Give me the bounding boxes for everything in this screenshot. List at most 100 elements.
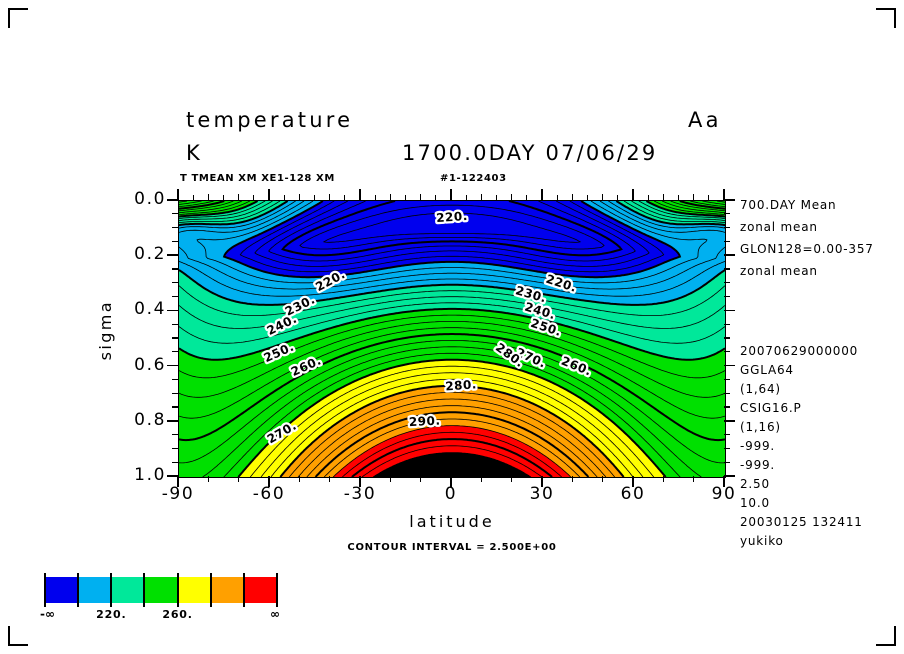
colorbar-tick — [44, 573, 46, 607]
contour-line — [279, 384, 625, 477]
contour-label-halo: 280. — [445, 377, 478, 393]
contour-line — [615, 201, 725, 227]
y-axis-minor-tick — [724, 323, 730, 325]
contour-line — [179, 201, 281, 224]
x-axis-minor-tick — [237, 476, 240, 482]
contour-label: 220. — [436, 209, 469, 225]
y-axis-minor-tick — [172, 337, 178, 339]
y-axis-minor-tick — [724, 378, 730, 381]
y-tick-label: 1.0 — [134, 465, 166, 485]
contour-label: 280. — [445, 377, 478, 393]
contour-line — [690, 201, 725, 208]
x-axis-tick — [632, 189, 634, 200]
contour-line — [281, 201, 623, 257]
x-axis-top-tick — [389, 195, 391, 200]
time-date-label: 1700.0DAY 07/06/29 — [402, 141, 658, 165]
contour-line — [179, 201, 225, 210]
x-axis-minor-tick — [207, 476, 210, 482]
x-axis-tick — [450, 476, 452, 487]
colorbar-tick — [176, 573, 179, 607]
side-note: GLON128=0.00-357 — [740, 242, 874, 256]
variable-subtitle: T TMEAN XM XE1-128 XM — [180, 173, 335, 184]
contour-line — [179, 201, 305, 233]
crop-mark-bottom-right — [876, 626, 896, 646]
contour-line — [638, 201, 725, 219]
contour-line — [332, 425, 572, 477]
y-axis-tick — [724, 420, 735, 422]
x-axis-tick — [268, 189, 270, 200]
contour-line — [670, 201, 725, 212]
x-axis-top-tick — [222, 195, 225, 200]
y-axis-minor-tick — [724, 351, 730, 353]
x-axis-tick — [541, 476, 543, 487]
contour-line — [179, 307, 725, 361]
y-tick-label: 0.4 — [134, 299, 166, 320]
x-axis-tick — [723, 189, 725, 200]
colorbar-tick — [110, 573, 113, 607]
contour-line — [179, 201, 243, 214]
contour-line — [179, 296, 725, 329]
x-axis-minor-tick — [419, 476, 422, 482]
contour-line — [179, 201, 259, 218]
x-axis-minor-tick — [298, 476, 301, 482]
side-meta-line: 2.50 — [740, 477, 770, 491]
y-axis-minor-tick — [172, 392, 178, 394]
crop-mark-top-left — [8, 8, 28, 28]
contour-line — [399, 465, 505, 477]
x-tick-label: -60 — [252, 484, 286, 504]
colorbar-swatch — [210, 577, 244, 603]
y-axis-tick — [167, 364, 178, 367]
x-axis-top-tick — [526, 195, 528, 200]
x-axis-top-tick — [556, 195, 558, 200]
colorbar-tick-label: 220. — [96, 608, 127, 621]
x-axis-tick — [177, 476, 179, 487]
contour-label-halo: 290. — [409, 413, 441, 429]
side-note: zonal mean — [740, 220, 818, 234]
y-axis-tick — [167, 309, 178, 312]
x-axis-minor-tick — [662, 476, 665, 482]
y-axis-minor-tick — [724, 213, 730, 215]
x-tick-label: 90 — [711, 484, 737, 504]
x-axis-top-tick — [207, 195, 209, 200]
contour-line — [179, 201, 250, 215]
x-axis-top-tick — [313, 195, 316, 200]
side-note: zonal mean — [740, 264, 818, 278]
y-axis-tick — [167, 420, 178, 422]
contour-line — [645, 201, 725, 218]
y-axis-minor-tick — [172, 406, 178, 408]
x-axis-minor-tick — [571, 476, 574, 482]
x-axis-top-tick — [632, 195, 634, 200]
colorbar — [45, 577, 277, 603]
x-axis-top-tick — [177, 195, 179, 200]
contour-line — [361, 445, 543, 477]
side-meta-line: -999. — [740, 439, 776, 453]
contour-line — [631, 201, 725, 221]
y-axis-minor-tick — [724, 295, 730, 298]
contour-line — [608, 201, 725, 229]
y-axis-tick — [167, 254, 178, 256]
x-axis-minor-tick — [328, 476, 331, 482]
side-meta-line: (1,64) — [740, 382, 781, 396]
contour-line — [270, 378, 634, 477]
colorbar-swatch — [144, 577, 178, 603]
contour-line — [661, 201, 725, 214]
x-axis-tick — [450, 189, 452, 200]
contour-line — [179, 302, 725, 344]
colorbar-swatch — [177, 577, 211, 603]
contour-line — [299, 204, 605, 250]
x-axis-top-tick — [344, 195, 346, 200]
x-axis-top-tick — [480, 195, 482, 200]
x-axis-top-tick — [298, 195, 300, 200]
contour-line — [179, 340, 725, 464]
side-meta-line: 10.0 — [740, 496, 770, 510]
y-axis-minor-tick — [724, 240, 730, 243]
y-axis-minor-tick — [172, 378, 178, 381]
side-meta-line: 20030125 132411 — [740, 515, 863, 529]
x-axis-top-tick — [435, 195, 437, 200]
x-axis-top-tick — [359, 195, 361, 200]
contour-label-halo: 220. — [436, 209, 469, 225]
dataset-id-label: #1-122403 — [440, 173, 507, 184]
x-axis-top-tick — [268, 195, 270, 200]
y-axis-minor-tick — [172, 351, 178, 353]
contour-line — [179, 246, 725, 290]
